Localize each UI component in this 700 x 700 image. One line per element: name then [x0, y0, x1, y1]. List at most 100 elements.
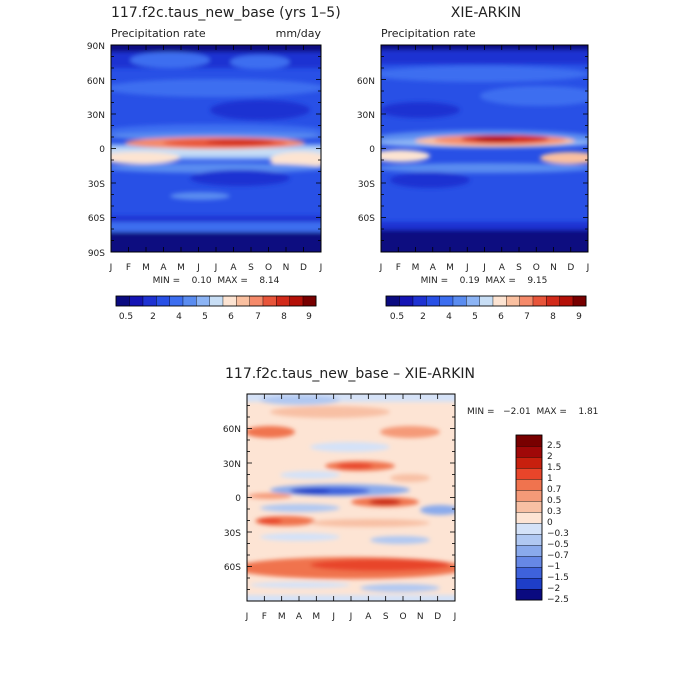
cbar-label: 2 — [547, 452, 553, 462]
colorbar-swatch — [289, 295, 304, 307]
cbar-label: 4 — [446, 312, 452, 322]
panel-obs-field — [381, 45, 588, 252]
panel-obs-colorbar — [385, 295, 587, 307]
colorbar-swatch — [515, 478, 543, 491]
colorbar-swatch — [505, 295, 520, 307]
panel-diff-colorbar-labels: 2.5 2 1.5 1 0.7 0.5 0.3 0 −0.3 −0.5 −0.7… — [547, 441, 569, 605]
x-label-apr: A — [430, 263, 437, 273]
x-label-jun: J — [196, 263, 200, 273]
cbar-label: 1.5 — [547, 463, 561, 473]
x-label-aug: A — [365, 612, 372, 622]
x-label-mar: M — [278, 612, 286, 622]
colorbar-frame — [385, 295, 587, 307]
x-label-oct: O — [265, 263, 272, 273]
colorbar-swatch — [515, 489, 543, 502]
panel-model-subtitle: Precipitation rate — [111, 27, 206, 40]
x-label-apr: A — [296, 612, 303, 622]
x-label-feb: F — [262, 612, 267, 622]
colorbar-swatch — [465, 295, 480, 307]
cbar-label: −1 — [547, 562, 560, 572]
panel-obs-colorbar-labels: 0.5 2 4 5 6 7 8 9 — [390, 312, 582, 322]
x-label-may: M — [312, 612, 320, 622]
y-label-30S: 30S — [88, 180, 105, 190]
colorbar-swatch — [515, 555, 543, 568]
cbar-label: 0.3 — [547, 507, 561, 517]
x-label-apr: A — [160, 263, 167, 273]
cbar-label: 0.5 — [119, 312, 133, 322]
y-label-0: 0 — [235, 494, 241, 504]
colorbar-swatch — [532, 295, 547, 307]
cbar-label: −0.5 — [547, 540, 569, 550]
y-label-0: 0 — [369, 145, 375, 155]
colorbar-swatch — [515, 544, 543, 557]
x-label-mar: M — [142, 263, 150, 273]
cbar-label: 7 — [524, 312, 530, 322]
cbar-label: 8 — [550, 312, 556, 322]
colorbar-swatch — [425, 295, 440, 307]
colorbar-swatch — [195, 295, 210, 307]
x-label-dec: D — [567, 263, 574, 273]
colorbar-swatch — [275, 295, 290, 307]
y-label-30N: 30N — [223, 460, 241, 470]
y-label-60N: 60N — [357, 77, 375, 87]
colorbar-swatch — [515, 533, 543, 546]
panel-diff-stats: MIN = −2.01 MAX = 1.81 — [467, 407, 598, 417]
panel-obs-subtitle: Precipitation rate — [381, 27, 476, 40]
colorbar-swatch — [515, 467, 543, 480]
colorbar-swatch — [515, 434, 543, 447]
colorbar-swatch — [515, 445, 543, 458]
colorbar-swatch — [545, 295, 560, 307]
panel-model-field — [111, 45, 321, 252]
x-label-feb: F — [396, 263, 401, 273]
x-label-jun: J — [331, 612, 335, 622]
x-label-jan-end: J — [586, 263, 590, 273]
panel-diff-title: 117.f2c.taus_new_base – XIE-ARKIN — [225, 366, 475, 382]
x-label-jul: J — [214, 263, 218, 273]
y-label-90S: 90S — [88, 249, 105, 259]
colorbar-swatch — [492, 295, 507, 307]
cbar-label: −1.5 — [547, 573, 569, 583]
colorbar-frame — [115, 295, 317, 307]
y-label-30S: 30S — [224, 529, 241, 539]
colorbar-swatch — [115, 295, 130, 307]
panel-model-units: mm/day — [276, 27, 322, 40]
cbar-label: 5 — [202, 312, 208, 322]
colorbar-swatch — [262, 295, 277, 307]
colorbar-swatch — [385, 295, 400, 307]
colorbar-swatch — [222, 295, 237, 307]
cbar-label: 9 — [306, 312, 312, 322]
x-label-aug: A — [499, 263, 506, 273]
x-label-jan: J — [379, 263, 383, 273]
cbar-label: 0 — [547, 518, 553, 528]
x-label-may: M — [177, 263, 185, 273]
colorbar-swatch — [515, 577, 543, 590]
colorbar-swatch — [155, 295, 170, 307]
colorbar-swatch — [515, 456, 543, 469]
colorbar-swatch — [452, 295, 467, 307]
y-label-0: 0 — [99, 145, 105, 155]
panel-model-ticks — [110, 44, 322, 253]
panel-diff-ylabels: 60N 30N 0 30S 60S — [223, 425, 241, 573]
x-label-aug: A — [230, 263, 237, 273]
x-label-jun: J — [465, 263, 469, 273]
cbar-label: 1 — [547, 474, 553, 484]
x-label-sep: S — [248, 263, 254, 273]
panel-model-stats: MIN = 0.10 MAX = 8.14 — [153, 276, 280, 286]
y-label-60S: 60S — [358, 214, 375, 224]
cbar-label: 8 — [281, 312, 287, 322]
colorbar-swatch — [182, 295, 197, 307]
x-label-oct: O — [533, 263, 540, 273]
x-label-jul: J — [482, 263, 486, 273]
panel-obs-ylabels: 60N 30N 0 30S 60S — [357, 77, 375, 224]
colorbar-swatch — [519, 295, 534, 307]
panel-model: 117.f2c.taus_new_base (yrs 1–5) Precipit… — [87, 5, 341, 322]
x-label-nov: N — [283, 263, 290, 273]
panel-obs-xlabels: J F M A M J J A S O N D J — [379, 263, 590, 273]
colorbar-swatch — [572, 295, 587, 307]
y-label-60S: 60S — [88, 214, 105, 224]
cbar-label: 0.5 — [390, 312, 404, 322]
panel-model-title: 117.f2c.taus_new_base (yrs 1–5) — [111, 5, 341, 21]
colorbar-swatch — [515, 566, 543, 579]
panel-diff-xlabels: J F M A M J J A S O N D J — [245, 612, 457, 622]
colorbar-swatch — [399, 295, 414, 307]
